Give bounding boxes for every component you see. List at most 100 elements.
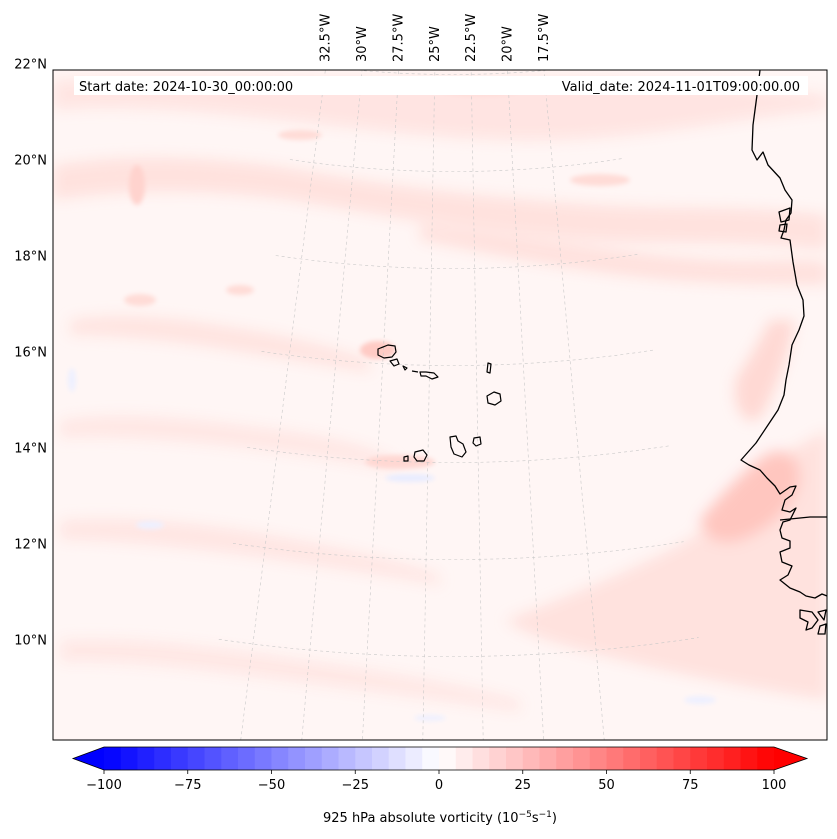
colorbar-cell	[254, 747, 272, 770]
longitude-tick-label: 20°W	[501, 26, 516, 62]
colorbar-label: 925 hPa absolute vorticity (10−5s−1)	[323, 810, 557, 826]
colorbar-cell	[187, 747, 205, 770]
latitude-tick-label: 18°N	[14, 250, 47, 265]
colorbar-tick-label: 50	[598, 778, 615, 793]
colorbar-cell	[472, 747, 490, 770]
african-coastline	[740, 70, 827, 599]
colorbar-tick-label: 100	[762, 778, 787, 793]
colorbar-cell	[204, 747, 222, 770]
longitude-labels: 32.5°W 30°W 27.5°W 25°W 22.5°W 20°W 17.5°W	[318, 14, 552, 62]
parallel-line	[218, 637, 699, 657]
colorbar-cell	[606, 747, 624, 770]
santiago	[449, 435, 467, 458]
longitude-tick-label: 17.5°W	[537, 14, 552, 62]
colorbar-cell	[388, 747, 406, 770]
colorbar-cell	[723, 747, 741, 770]
parallel-line	[275, 253, 639, 269]
colorbar-cell	[656, 747, 674, 770]
colorbar-cell	[422, 747, 440, 770]
colorbar-ticks: −100 −75 −50 −25 0 25 50 75 100	[86, 770, 786, 793]
colorbar-cell	[506, 747, 524, 770]
colorbar-cell	[439, 747, 457, 770]
parallel-line	[289, 158, 625, 172]
colorbar-cell	[137, 747, 155, 770]
latitude-labels: 22°N 20°N 18°N 16°N 14°N 12°N 10°N	[14, 58, 47, 649]
santo-antao	[377, 344, 397, 359]
colorbar-cell	[539, 747, 557, 770]
boa-vista	[486, 391, 502, 406]
colorbar-cell	[757, 747, 775, 770]
colorbar-tick-label: 75	[682, 778, 699, 793]
gambia-estuary	[779, 516, 827, 521]
colorbar-extend-max	[774, 747, 807, 770]
latitude-tick-label: 10°N	[14, 633, 47, 648]
colorbar-cell	[455, 747, 473, 770]
longitude-tick-label: 27.5°W	[392, 14, 407, 62]
colorbar-cell	[271, 747, 289, 770]
coast-islet-2	[778, 223, 788, 233]
colorbar-cells	[104, 747, 775, 770]
colorbar-cell	[104, 747, 122, 770]
meridian-line	[543, 70, 605, 740]
colorbar: −100 −75 −50 −25 0 25 50 75 100 925 hPa absolute…	[71, 746, 809, 826]
latitude-tick-label: 14°N	[14, 441, 47, 456]
colorbar-cell	[522, 747, 540, 770]
colorbar-cell	[338, 747, 356, 770]
cape-verde-islands	[377, 344, 502, 462]
colorbar-cell	[154, 747, 172, 770]
start-date-label: Start date: 2024-10-30_00:00:00	[79, 80, 293, 95]
colorbar-tick-label: 25	[514, 778, 531, 793]
bijagos-coast	[799, 609, 827, 635]
sao-nicolau	[411, 370, 439, 380]
colorbar-cell	[556, 747, 574, 770]
colorbar-extend-min	[73, 747, 104, 770]
colorbar-cell	[573, 747, 591, 770]
colorbar-cell	[673, 747, 691, 770]
coastlines	[740, 70, 827, 635]
latitude-tick-label: 12°N	[14, 537, 47, 552]
colorbar-cell	[640, 747, 658, 770]
colorbar-cell	[405, 747, 423, 770]
latitude-tick-label: 16°N	[14, 345, 47, 360]
map-panel: Start date: 2024-10-30_00:00:00 Valid_da…	[52, 69, 828, 741]
valid-date-label: Valid_date: 2024-11-01T09:00:00.00	[562, 80, 800, 95]
colorbar-cell	[238, 747, 256, 770]
coast-islet-1	[778, 207, 791, 223]
sal	[486, 362, 492, 374]
colorbar-tick-label: 0	[435, 778, 443, 793]
map-frame	[52, 69, 828, 741]
longitude-tick-label: 32.5°W	[318, 14, 333, 62]
colorbar-cell	[171, 747, 189, 770]
gridlines	[218, 70, 699, 740]
parallel-line	[247, 445, 669, 463]
meridian-line	[507, 70, 544, 740]
colorbar-cell	[305, 747, 323, 770]
colorbar-cell	[589, 747, 607, 770]
parallel-line	[353, 70, 553, 75]
longitude-tick-label: 30°W	[355, 26, 370, 62]
colorbar-cell	[740, 747, 758, 770]
vorticity-field	[53, 77, 827, 721]
colorbar-cell	[690, 747, 708, 770]
meridian-line	[301, 70, 363, 740]
date-info-box: Start date: 2024-10-30_00:00:00 Valid_da…	[74, 76, 808, 95]
colorbar-cell	[221, 747, 239, 770]
meridian-line	[422, 70, 436, 740]
santa-luzia	[402, 365, 408, 371]
colorbar-cell	[288, 747, 306, 770]
maio	[472, 436, 482, 447]
colorbar-cell	[623, 747, 641, 770]
meridian-line	[240, 70, 326, 740]
longitude-tick-label: 22.5°W	[464, 14, 479, 62]
fogo	[413, 449, 428, 462]
colorbar-tick-label: −100	[86, 778, 122, 793]
colorbar-cell	[707, 747, 725, 770]
colorbar-tick-label: −75	[174, 778, 201, 793]
colorbar-tick-label: −50	[258, 778, 285, 793]
brava	[403, 455, 409, 462]
latitude-tick-label: 20°N	[14, 154, 47, 169]
colorbar-cell	[120, 747, 138, 770]
latitude-tick-label: 22°N	[14, 58, 47, 73]
colorbar-cell	[372, 747, 390, 770]
